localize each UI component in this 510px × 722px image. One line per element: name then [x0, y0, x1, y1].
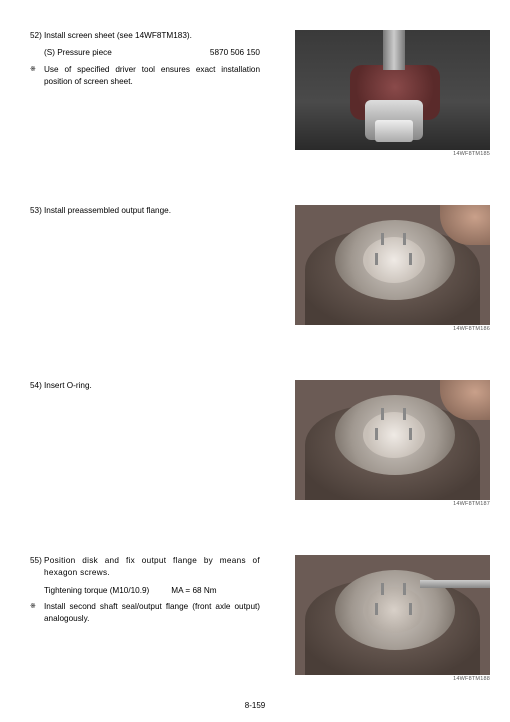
note-icon: ※ — [30, 601, 44, 626]
step-instruction: Install screen sheet (see 14WF8TM183). — [44, 30, 260, 42]
step-55: 55) Position disk and fix output flange … — [0, 555, 510, 690]
step-53-figure: 14WF8TM186 — [295, 205, 490, 332]
tool-label: (S) Pressure piece — [44, 47, 210, 59]
figure-caption: 14WF8TM188 — [295, 676, 490, 682]
manual-page: 52) Install screen sheet (see 14WF8TM183… — [0, 0, 510, 722]
figure-photo — [295, 205, 490, 325]
step-53-text: 53) Install preassembled output flange. — [30, 205, 260, 222]
figure-caption: 14WF8TM187 — [295, 501, 490, 507]
figure-caption: 14WF8TM185 — [295, 151, 490, 157]
figure-photo — [295, 30, 490, 150]
step-54: 54) Insert O-ring. 14WF8TM187 — [0, 380, 510, 515]
step-52-text: 52) Install screen sheet (see 14WF8TM183… — [30, 30, 260, 92]
figure-photo — [295, 555, 490, 675]
step-55-figure: 14WF8TM188 — [295, 555, 490, 682]
torque-value: MA = 68 Nm — [171, 585, 216, 597]
step-number: 52) — [30, 30, 44, 42]
step-number: 55) — [30, 555, 44, 580]
step-number: 53) — [30, 205, 44, 217]
note-icon: ※ — [30, 64, 44, 89]
step-instruction: Insert O-ring. — [44, 380, 260, 392]
figure-photo — [295, 380, 490, 500]
note-text: Use of specified driver tool ensures exa… — [44, 64, 260, 89]
step-52: 52) Install screen sheet (see 14WF8TM183… — [0, 30, 510, 165]
step-52-figure: 14WF8TM185 — [295, 30, 490, 157]
tool-number: 5870 506 150 — [210, 47, 260, 59]
step-53: 53) Install preassembled output flange. … — [0, 205, 510, 340]
step-55-text: 55) Position disk and fix output flange … — [30, 555, 260, 629]
step-54-text: 54) Insert O-ring. — [30, 380, 260, 397]
note-text: Install second shaft seal/output flange … — [44, 601, 260, 626]
step-instruction: Install preassembled output flange. — [44, 205, 260, 217]
torque-label: Tightening torque (M10/10.9) — [44, 585, 149, 597]
step-instruction: Position disk and fix output flange by m… — [44, 555, 260, 580]
step-number: 54) — [30, 380, 44, 392]
step-54-figure: 14WF8TM187 — [295, 380, 490, 507]
figure-caption: 14WF8TM186 — [295, 326, 490, 332]
page-number: 8-159 — [0, 701, 510, 710]
